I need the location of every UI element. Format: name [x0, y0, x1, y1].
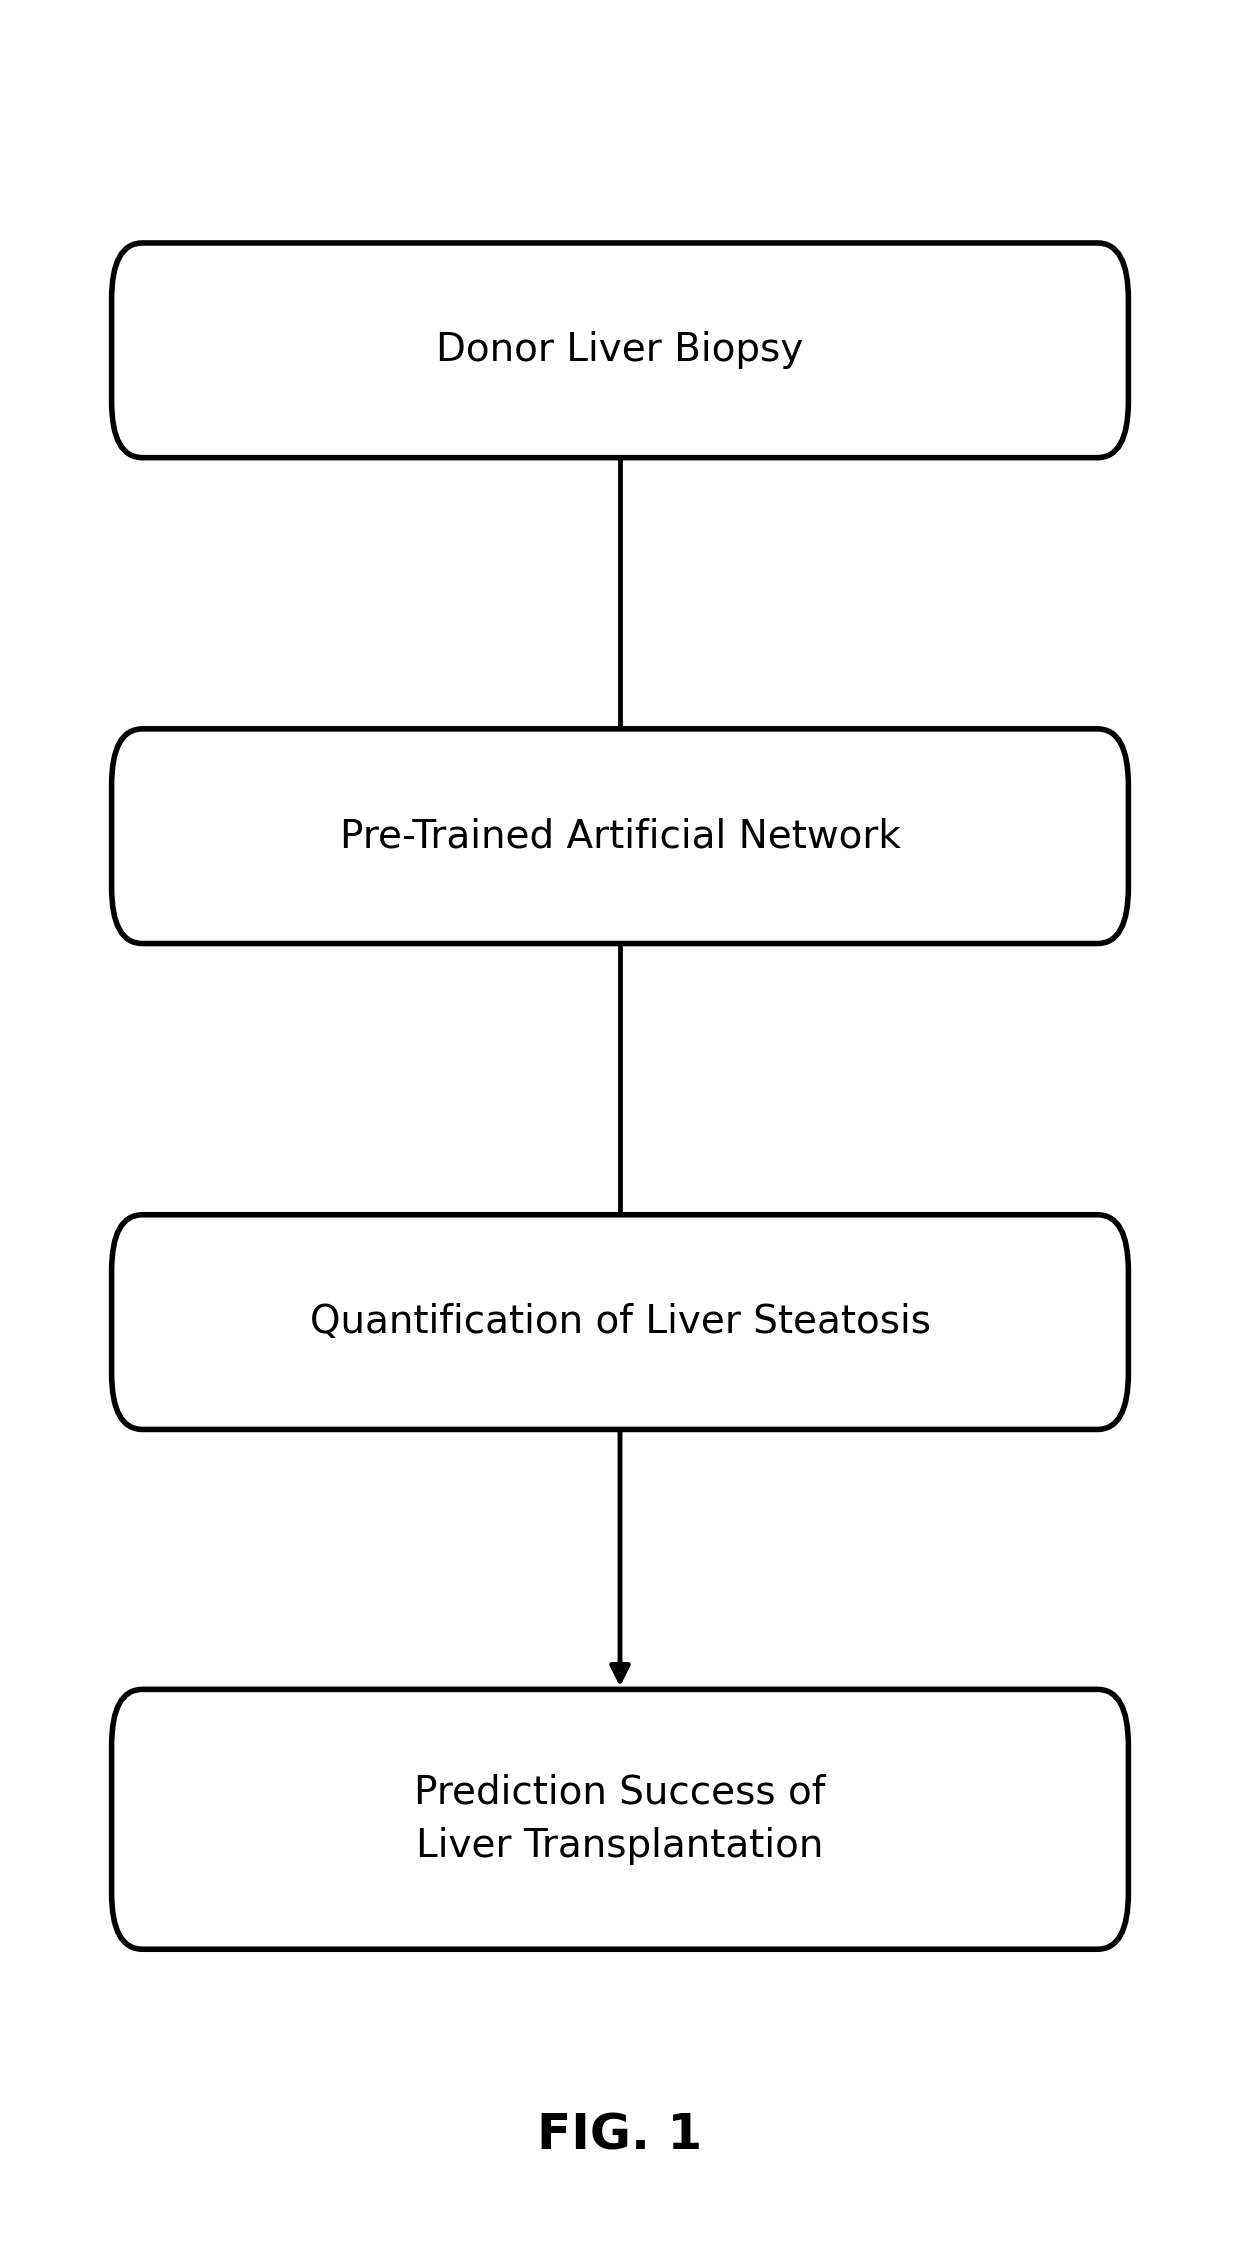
Text: FIG. 1: FIG. 1: [537, 2111, 703, 2161]
Text: Prediction Success of
Liver Transplantation: Prediction Success of Liver Transplantat…: [414, 1774, 826, 1864]
Text: Quantification of Liver Steatosis: Quantification of Liver Steatosis: [310, 1304, 930, 1340]
FancyBboxPatch shape: [112, 244, 1128, 457]
Text: Pre-Trained Artificial Network: Pre-Trained Artificial Network: [340, 818, 900, 854]
FancyBboxPatch shape: [112, 1690, 1128, 1948]
FancyBboxPatch shape: [112, 1216, 1128, 1431]
Text: Donor Liver Biopsy: Donor Liver Biopsy: [436, 332, 804, 368]
FancyBboxPatch shape: [112, 728, 1128, 945]
